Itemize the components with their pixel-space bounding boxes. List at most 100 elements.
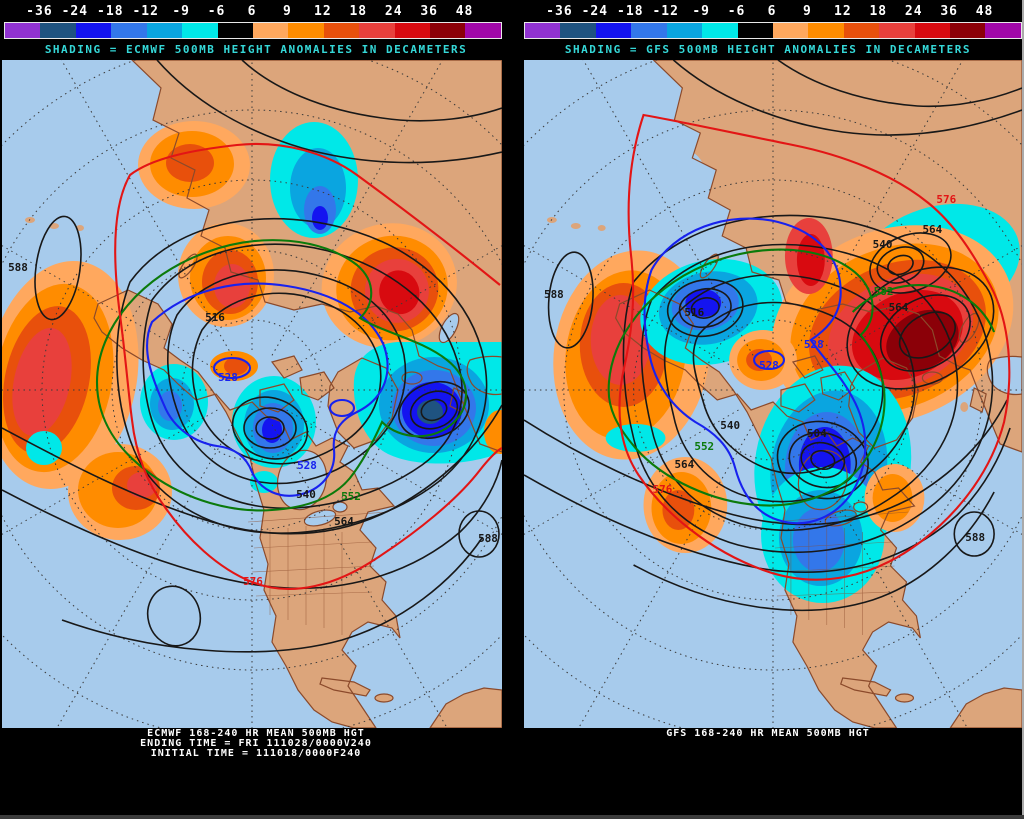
colorbar-segment [560,23,596,38]
longitude-line [807,409,1022,535]
contour-label: 516 [684,306,704,319]
contour-label: 528 [804,338,824,351]
colorbar-segment [772,23,809,38]
footer-line: ECMWF 168-240 HR MEAN 500MB HGT [147,728,365,739]
footer-line: GFS 168-240 HR MEAN 500MB HGT [666,728,870,739]
colorbar-segment [737,23,773,38]
contour-label: 552 [341,490,361,503]
longitude-line [578,424,754,728]
weather-map-gfs: 5885165285285405525645765045405645765825… [524,60,1022,728]
contour-label: 528 [759,359,779,372]
colorbar-segment [182,23,218,38]
positive-anomaly-east-coast [864,464,925,532]
colorbar-tick-labels: -36 -24 -18 -12 -9 -6 6 9 12 18 24 36 48 [4,4,500,19]
colorbar-tick-label: 48 [975,4,994,19]
colorbar-segment [111,23,147,38]
contour-label: 564 [922,223,942,236]
contour-label: 582 [874,285,894,298]
colorbar [4,22,502,39]
panel-ecmwf: -36 -24 -18 -12 -9 -6 6 9 12 18 24 36 48 SHADING = E… [0,4,512,759]
map-footer-ecmwf: ECMWF 168-240 HR MEAN 500MB HGT ENDING TI… [0,729,512,759]
colorbar-tick-label: -24 [581,4,609,19]
colorbar-tick-label: 36 [940,4,958,19]
contour-label: 540 [720,419,740,432]
colorbar-tick-label: -36 [546,4,573,19]
latitude-circle [563,179,983,601]
colorbar-tick-label: 9 [803,4,812,19]
colorbar-segment [879,23,915,38]
colorbar-segment [323,23,360,38]
longitude-line [524,245,739,371]
longitude-line [56,424,233,728]
contour-label: 588 [965,531,985,544]
map-footer-gfs: GFS 168-240 HR MEAN 500MB HGT [512,729,1024,739]
height-contours-gfs [524,60,1022,612]
colorbar-tick-label: 48 [455,4,474,19]
colorbar-segment [702,23,738,38]
colorbar-segment [631,23,667,38]
colorbar-tick-label: 6 [247,4,257,19]
panel-gfs: -36 -24 -18 -12 -9 -6 6 9 12 18 24 36 48 SHADING = G… [512,0,1024,819]
contour-label: 588 [478,532,498,545]
longitude-line [2,409,218,535]
colorbar-segment [5,23,41,38]
colorbar-tick-label: 36 [420,4,438,19]
longitude-line [582,60,754,356]
longitude-line [271,60,444,356]
shading-title: SHADING = ECMWF 500MB HEIGHT ANOMALIES I… [44,43,468,56]
longitude-line [807,245,1022,371]
contour-label: 540 [296,488,316,501]
contour-label: 540 [873,238,893,251]
contour-label: 588 [8,261,28,274]
contour-labels-ecmwf: 588 516 528 528 540 552 564 576 588 [8,261,498,588]
bottom-edge-line [0,815,1024,819]
colorbar-tick-label: 18 [869,4,888,19]
colorbar-segment [666,23,703,38]
colorbar [524,22,1022,39]
contour-label: 564 [334,515,354,528]
colorbar-tick-label: -24 [61,4,89,19]
longitude-line [271,424,448,728]
colorbar-segment [394,23,431,38]
colorbar-segment [985,23,1021,38]
colorbar-tick-label: -18 [617,4,644,19]
colorbar-tick-label: -6 [207,4,226,19]
special-contours-ecmwf [95,142,502,590]
longitude-line [792,424,968,728]
colorbar-segment [430,23,466,38]
contour-label: 552 [694,440,714,453]
colorbar-segment [146,23,183,38]
colorbar-segment [595,23,632,38]
contour-label: 516 [205,311,225,324]
colorbar-tick-label: 6 [767,4,777,19]
colorbar-tick-label: -36 [26,4,53,19]
footer-line: INITIAL TIME = 111018/0000F240 [150,748,362,759]
longitude-line [524,409,739,535]
contour-label: 564 [674,458,694,471]
colorbar-segment [914,23,951,38]
height-contours-ecmwf [2,60,502,653]
positive-anomaly-right-edge [484,410,502,454]
contour-label: 588 [544,288,564,301]
colorbar-tick-label: -12 [652,4,679,19]
contour-label: 528 [218,371,238,384]
footer-line: ENDING TIME = FRI 111028/0000V240 [140,738,372,749]
contour-labels-gfs: 5885165285285405525645765045405645765825… [544,193,985,544]
colorbar-segment [288,23,324,38]
negative-anomaly-small-left [26,431,62,465]
colorbar-segment [465,23,501,38]
contour-label: 576 [653,483,673,496]
positive-anomaly-siberia-top [138,121,250,209]
colorbar-segment [808,23,844,38]
right-edge-line [1022,0,1024,819]
contour-label: 576 [936,193,956,206]
colorbar-tick-label: 24 [904,4,923,19]
longitude-line [60,60,233,356]
colorbar-segment [843,23,880,38]
weather-map-ecmwf: 588 516 528 528 540 552 564 576 588 [2,60,502,728]
contour-label: 564 [889,301,909,314]
colorbar-tick-label: -18 [97,4,124,19]
colorbar-segment [950,23,986,38]
contour-label: 528 [297,459,317,472]
negative-anomaly-kara-sea [270,122,358,238]
